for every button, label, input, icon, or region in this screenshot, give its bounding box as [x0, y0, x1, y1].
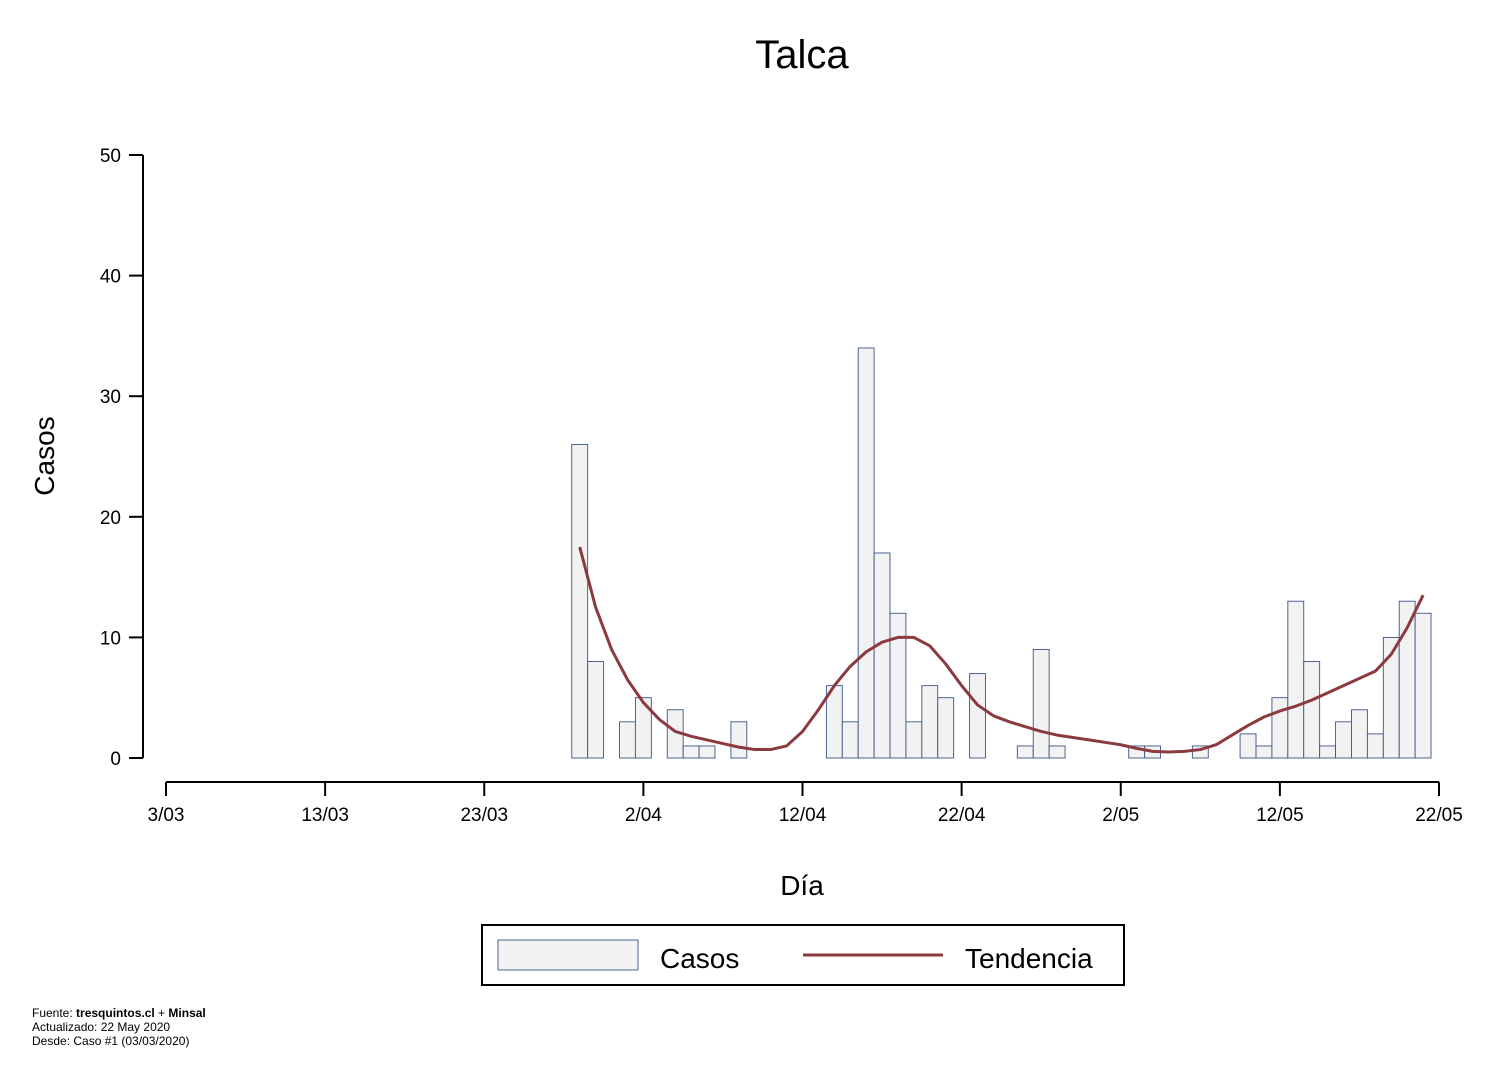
bar: [873, 552, 891, 759]
bar: [1287, 600, 1305, 759]
bar: [1303, 661, 1321, 759]
x-tick-label: 2/04: [625, 805, 662, 826]
y-tick-label: 0: [110, 749, 121, 770]
x-axis: 3/03 13/03 23/03 2/04 12/04 22/04 2/05 12/05 22/…: [148, 781, 1463, 826]
x-tick-label: 13/03: [301, 805, 349, 826]
bar: [1414, 612, 1432, 759]
x-tick-label: 12/05: [1256, 805, 1304, 826]
bar: [634, 697, 652, 759]
bar: [1319, 745, 1337, 759]
bar: [698, 745, 716, 759]
footer-notes: Fuente: tresquintos.cl + Minsal Actualiz…: [32, 1006, 206, 1048]
bar: [1335, 721, 1352, 759]
x-tick-label: 2/05: [1102, 805, 1139, 826]
y-tick-label: 10: [100, 628, 121, 649]
bar: [857, 347, 875, 759]
bar: [1351, 709, 1368, 759]
bar: [1048, 745, 1066, 759]
y-axis-label: Casos: [29, 416, 60, 495]
footer-source-org: Minsal: [168, 1006, 206, 1020]
x-tick-label: 23/03: [460, 805, 508, 826]
bar: [905, 721, 923, 759]
bar: [841, 721, 859, 759]
footer-source: Fuente: tresquintos.cl + Minsal: [32, 1006, 206, 1020]
x-axis-label: Día: [780, 870, 824, 901]
bars-series: [571, 347, 1432, 759]
trend-series-line: [578, 546, 1425, 754]
bar: [969, 673, 986, 759]
bar: [1271, 697, 1289, 759]
bar: [1255, 745, 1273, 759]
footer-updated: Actualizado: 22 May 2020: [32, 1020, 171, 1034]
y-tick-label: 40: [100, 267, 121, 288]
x-tick-label: 12/04: [779, 805, 827, 826]
bar: [730, 721, 748, 759]
legend: Casos Tendencia: [481, 924, 1125, 986]
bar: [1032, 649, 1050, 759]
bar: [889, 612, 907, 759]
legend-swatch-bar: [497, 939, 639, 971]
y-tick-label: 20: [100, 508, 121, 529]
x-tick-label: 22/04: [938, 805, 986, 826]
bar: [682, 745, 700, 759]
footer-source-site: tresquintos.cl: [76, 1006, 155, 1020]
chart-title: Talca: [755, 33, 849, 77]
x-tick-label: 3/03: [148, 805, 185, 826]
y-axis: 0 10 20 30 40 50: [100, 146, 144, 770]
bar: [1239, 733, 1257, 759]
footer-source-prefix: Fuente:: [32, 1006, 77, 1020]
bar: [1366, 733, 1384, 759]
legend-label-casos: Casos: [660, 943, 739, 974]
bar: [619, 721, 636, 759]
footer-source-join: +: [154, 1006, 169, 1020]
bar: [921, 685, 939, 759]
y-tick-label: 30: [100, 387, 121, 408]
bar: [571, 443, 589, 759]
y-tick-label: 50: [100, 146, 121, 167]
bar: [1016, 745, 1034, 759]
footer-since: Desde: Caso #1 (03/03/2020): [32, 1034, 190, 1048]
legend-label-tendencia: Tendencia: [965, 943, 1093, 974]
x-tick-label: 22/05: [1415, 805, 1463, 826]
bar: [587, 661, 605, 759]
bar: [937, 697, 955, 759]
